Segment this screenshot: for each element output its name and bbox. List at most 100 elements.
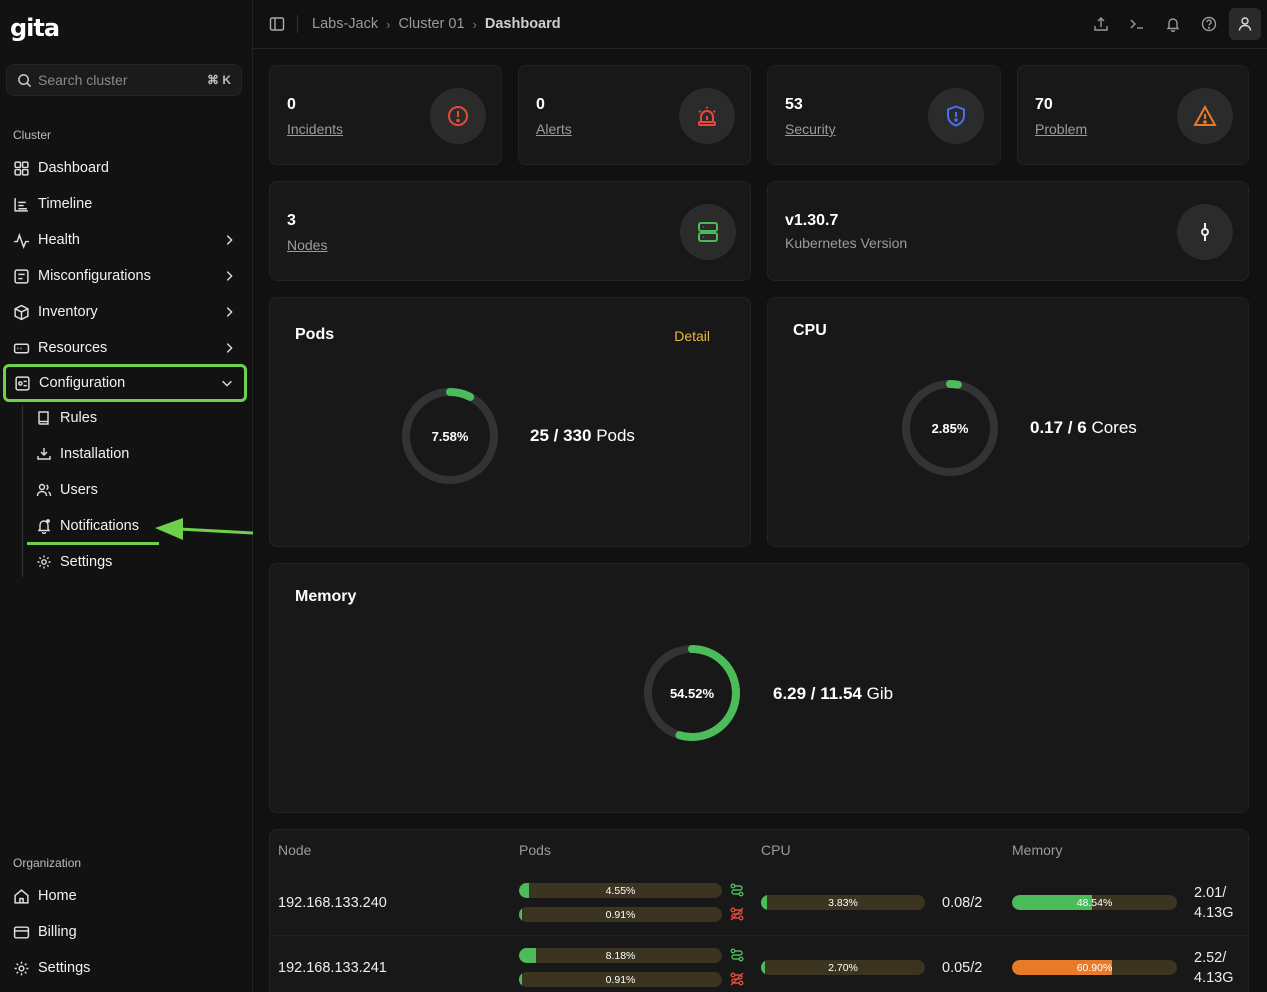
card-icon <box>13 925 30 939</box>
memory-ring: 54.52% <box>642 643 742 743</box>
incidents-card: 0 Incidents <box>269 65 502 165</box>
gear-icon <box>37 555 51 569</box>
problem-badge <box>1177 88 1233 144</box>
bar-text: 2.70% <box>828 961 858 974</box>
pulse-icon <box>14 232 29 249</box>
alerts-badge <box>679 88 735 144</box>
pods-percent: 7.58% <box>431 428 469 444</box>
cpu-usage: 0.17 / 6 Cores <box>1030 418 1137 438</box>
warning-triangle-icon <box>1193 104 1217 126</box>
alerts-count: 0 <box>536 96 545 113</box>
breadcrumb-separator-icon: › <box>386 16 391 32</box>
submenu-guide-line <box>22 405 23 577</box>
breadcrumb-cluster[interactable]: Cluster 01 <box>398 16 465 32</box>
alerts-link[interactable]: Alerts <box>536 121 572 137</box>
node-ip: 192.168.133.241 <box>278 960 387 976</box>
help-button[interactable] <box>1193 8 1225 40</box>
sub-item-settings[interactable]: Settings <box>36 546 112 578</box>
security-link[interactable]: Security <box>785 121 836 137</box>
sidebar-item-billing[interactable]: Billing <box>6 915 246 949</box>
table-header-cpu: CPU <box>761 842 791 858</box>
resources-icon <box>13 343 30 353</box>
gear-icon <box>14 961 29 975</box>
sidebar-toggle-icon[interactable] <box>269 16 285 32</box>
topbar-actions <box>1085 8 1261 40</box>
cluster-section-label: Cluster <box>13 128 52 142</box>
sub-item-users[interactable]: Users <box>36 474 98 506</box>
memory-usage-value: 6.29 / 11.54 <box>773 684 862 703</box>
breadcrumb-separator-icon: › <box>472 16 477 32</box>
incidents-link[interactable]: Incidents <box>287 121 344 137</box>
bar-text: 0.91% <box>605 973 636 986</box>
bar-text: 0.91% <box>605 908 636 921</box>
pods-usage-value: 25 / 330 <box>530 426 592 445</box>
sidebar-item-label: Misconfigurations <box>38 268 151 284</box>
pods-usage-unit: Pods <box>596 426 635 445</box>
cpu-percent: 2.85% <box>931 420 969 436</box>
topbar: Labs-Jack › Cluster 01 › Dashboard <box>253 0 1267 49</box>
arrow-annotation-icon <box>155 518 253 540</box>
sidebar-item-label: Billing <box>38 924 77 940</box>
problem-count: 70 <box>1035 96 1053 113</box>
search-input[interactable]: Search cluster ⌘ K <box>6 64 242 96</box>
memory-bar: 60.90% <box>1012 960 1177 975</box>
user-menu-button[interactable] <box>1229 8 1261 40</box>
nodes-badge <box>680 204 736 260</box>
cpu-usage-unit: Cores <box>1091 418 1137 437</box>
sidebar-item-configuration[interactable]: Configuration <box>3 364 247 402</box>
bar-text: 3.83% <box>828 896 858 909</box>
breadcrumb-org[interactable]: Labs-Jack <box>312 16 379 32</box>
pods-ring-arc <box>402 388 498 484</box>
sidebar-item-label: Inventory <box>38 304 98 320</box>
box-icon <box>14 304 29 320</box>
chevron-right-icon <box>226 343 233 353</box>
cpu-value: 0.08/2 <box>942 895 983 911</box>
sub-item-rules[interactable]: Rules <box>36 402 97 434</box>
upload-icon <box>1094 17 1108 31</box>
table-header-node: Node <box>278 842 312 858</box>
bar-fill <box>519 972 522 987</box>
alerts-card: 0 Alerts <box>518 65 751 165</box>
sub-item-installation[interactable]: Installation <box>36 438 129 470</box>
k8s-version-label: Kubernetes Version <box>785 235 908 251</box>
terminal-button[interactable] <box>1121 8 1153 40</box>
alert-circle-icon <box>448 106 468 126</box>
sidebar-item-misconfigurations[interactable]: Misconfigurations <box>6 259 246 293</box>
home-icon <box>14 888 29 904</box>
book-icon <box>38 411 49 425</box>
memory-percent: 54.52% <box>669 685 715 701</box>
cpu-ring-arc <box>902 380 998 476</box>
notifications-button[interactable] <box>1157 8 1189 40</box>
sub-item-label: Rules <box>60 410 98 426</box>
sidebar-item-resources[interactable]: Resources <box>6 331 246 365</box>
pods-failed-bar: 0.91% <box>519 972 722 987</box>
sub-item-notifications[interactable]: Notifications <box>36 510 139 542</box>
sidebar-item-org-settings[interactable]: Settings <box>6 951 246 985</box>
sidebar-item-inventory[interactable]: Inventory <box>6 295 246 329</box>
route-off-icon <box>730 972 744 986</box>
sidebar-item-label: Configuration <box>39 375 126 391</box>
memory-usage-unit: Gib <box>866 684 894 703</box>
org-section-label: Organization <box>13 856 82 870</box>
chevron-right-icon <box>226 271 233 281</box>
bell-icon <box>1166 18 1180 32</box>
sidebar-item-label: Dashboard <box>38 160 109 176</box>
upload-button[interactable] <box>1085 8 1117 40</box>
problem-link[interactable]: Problem <box>1035 121 1088 137</box>
config-icon <box>15 375 30 391</box>
sidebar-item-home[interactable]: Home <box>6 879 246 913</box>
pods-detail-link[interactable]: Detail <box>674 328 710 344</box>
cpu-bar: 2.70% <box>761 960 925 975</box>
app-logo[interactable]: gita <box>10 14 60 42</box>
sidebar-item-health[interactable]: Health <box>6 223 246 257</box>
nodes-link[interactable]: Nodes <box>287 237 328 253</box>
security-badge <box>928 88 984 144</box>
breadcrumb-page: Dashboard <box>484 16 561 32</box>
sidebar-item-dashboard[interactable]: Dashboard <box>6 151 246 185</box>
sub-item-label: Notifications <box>60 518 139 534</box>
bar-text: 60.90% <box>1076 961 1113 974</box>
sidebar-item-timeline[interactable]: Timeline <box>6 187 246 221</box>
bar-fill <box>519 883 529 898</box>
memory-value-used: 2.01/ <box>1194 885 1227 901</box>
nodes-count: 3 <box>287 212 296 229</box>
